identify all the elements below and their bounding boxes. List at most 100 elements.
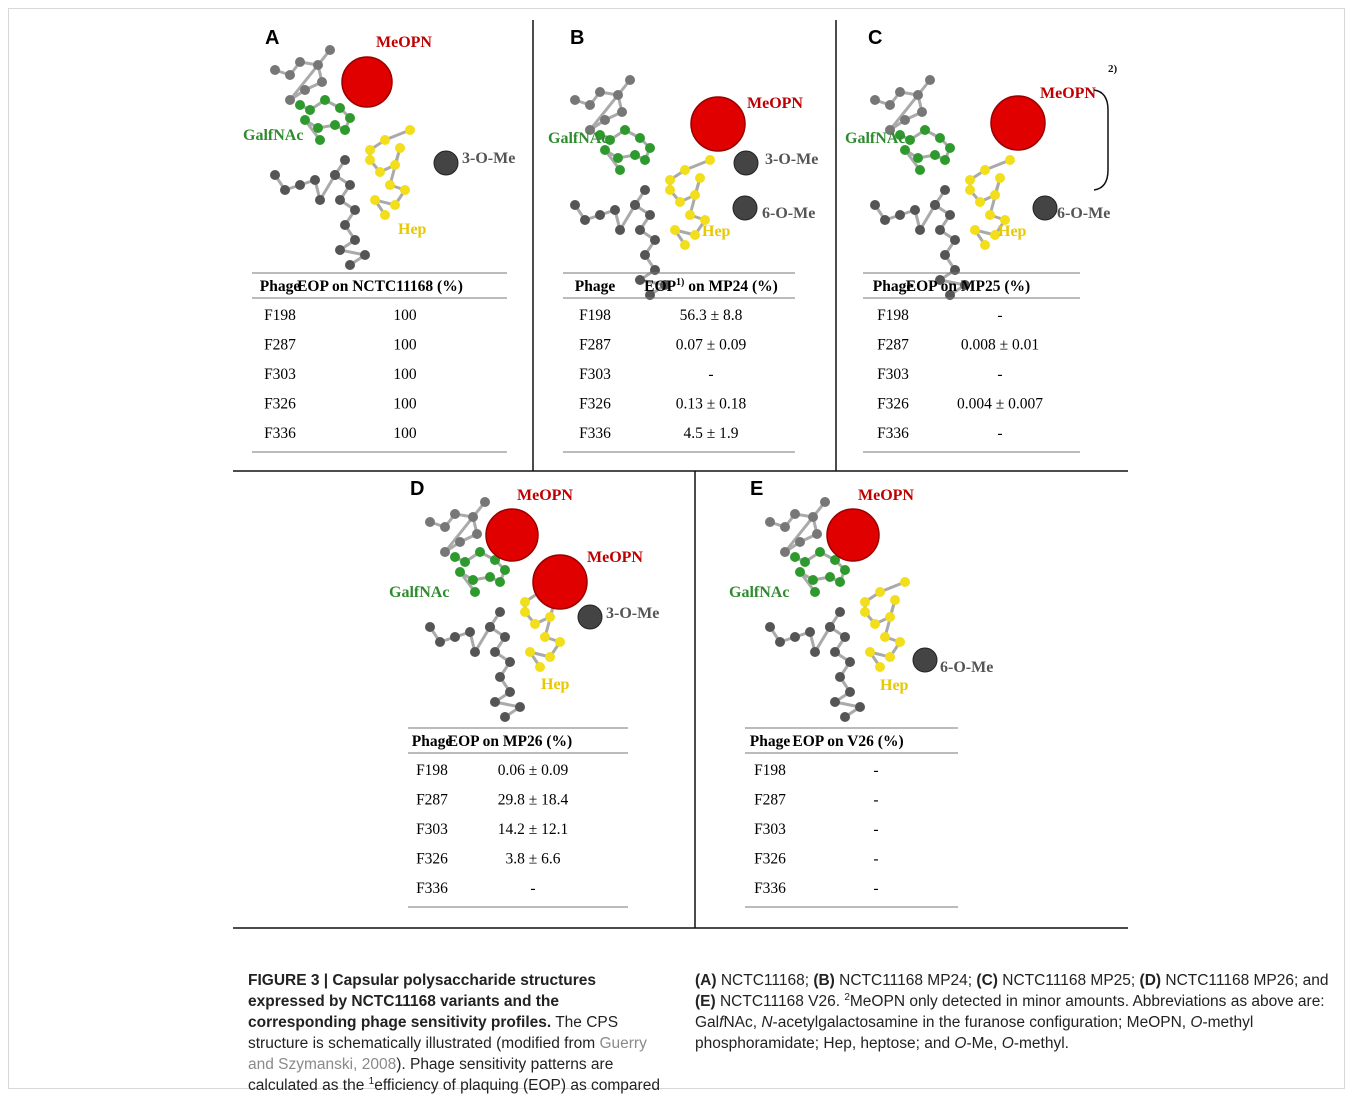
bracket [1094,90,1108,190]
structure-label: 2) [1108,63,1118,75]
table-cell: 0.07 ± 0.09 [676,337,747,354]
meopn-sphere [486,509,538,561]
caption-run: O [954,1035,966,1052]
caption-run: NCTC11168; [717,972,814,989]
table-cell: F198 [579,307,611,324]
atom [795,537,805,547]
atom [640,250,650,260]
atom [935,133,945,143]
table-cell: 4.5 ± 1.9 [683,425,738,442]
atom [330,120,340,130]
atom [325,45,335,55]
atom [995,173,1005,183]
atom [695,173,705,183]
table-cell: - [997,366,1002,383]
atom [495,672,505,682]
atom [640,185,650,195]
atom [570,95,580,105]
atom [930,150,940,160]
atom [335,103,345,113]
atom [340,220,350,230]
structure-label: GalfNAc [729,584,789,601]
atom [400,185,410,195]
atom [450,632,460,642]
structure-label: MeOPN [376,34,432,51]
table-cell: 100 [393,307,417,324]
table-cell: 100 [393,337,417,354]
caption-run: NAc, [723,1014,761,1031]
atom [925,75,935,85]
atom [915,225,925,235]
atom [805,627,815,637]
caption-run: -acetylgalactosamine in the furanose con… [773,1014,1191,1031]
atom [965,175,975,185]
atom [500,565,510,575]
atom [610,205,620,215]
table-cell: - [997,425,1002,442]
structure-label: MeOPN [747,95,803,112]
bond [785,502,825,552]
atom [500,712,510,722]
atom [900,577,910,587]
atom [895,637,905,647]
atom [385,180,395,190]
atom [315,135,325,145]
table-header: Phage [412,733,453,750]
atom [440,547,450,557]
table-cell: 29.8 ± 18.4 [498,792,569,809]
ome-sphere [734,151,758,175]
header-part: EOP on MP25 (%) [906,278,1030,295]
atom [780,522,790,532]
atom [690,230,700,240]
atom [665,185,675,195]
atom [905,135,915,145]
atom [875,662,885,672]
atom [595,210,605,220]
ome-sphere [434,151,458,175]
atom [440,522,450,532]
atom [835,607,845,617]
atom [975,197,985,207]
atom [690,190,700,200]
table-cell: - [997,307,1002,324]
panel: AMeOPNGalfNAc3-O-MeHepPhageEOP on NCTC11… [243,27,515,452]
atom [808,512,818,522]
atom [875,587,885,597]
header-part: on MP24 (%) [684,278,777,295]
atom [345,113,355,123]
table-cell: F326 [877,396,909,413]
atom [313,123,323,133]
table-cell: F287 [877,337,909,354]
header-part: 1) [676,277,684,288]
atom [380,135,390,145]
table-cell: F303 [579,366,611,383]
atom [825,572,835,582]
atom [330,170,340,180]
table-cell: - [708,366,713,383]
atom [840,632,850,642]
atom [613,153,623,163]
structure-label: GalfNAc [243,127,303,144]
atom [935,225,945,235]
atom [285,95,295,105]
atom [845,687,855,697]
table-header: Phage [750,733,791,750]
atom [570,200,580,210]
panel: EMeOPNGalfNAc6-O-MeHepPhageEOP on V26 (%… [729,478,993,907]
caption-run: (B) [813,972,835,989]
atom [375,167,385,177]
atom [320,95,330,105]
atom [317,77,327,87]
atom [880,215,890,225]
table-cell: F198 [754,762,786,779]
table-cell: F198 [877,307,909,324]
atom [645,143,655,153]
table-cell: F303 [416,821,448,838]
atom [370,195,380,205]
header-part: EOP on V26 (%) [792,733,903,750]
atom [790,632,800,642]
table-cell: - [530,880,535,897]
atom [815,547,825,557]
atom [500,632,510,642]
atom [515,702,525,712]
